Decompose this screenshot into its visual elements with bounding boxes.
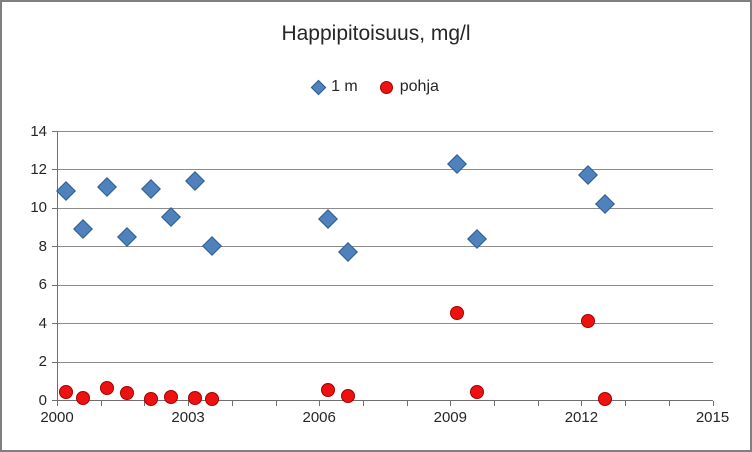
legend-item-1-m: 1 m (310, 78, 358, 96)
y-axis-tick-label: 4 (38, 314, 47, 332)
x-axis-tick (450, 401, 452, 406)
x-axis-tick-label: 2015 (695, 409, 730, 426)
data-point-pohja (449, 305, 464, 320)
legend-item-pohja: pohja (379, 78, 439, 96)
data-point-1-m (55, 180, 76, 201)
x-axis-tick (581, 401, 583, 406)
data-point-1-m (446, 153, 467, 174)
x-axis-tick (406, 401, 408, 406)
y-axis-tick-label: 8 (38, 237, 47, 255)
x-axis-tick-label: 2000 (40, 409, 74, 426)
y-gridline (57, 169, 713, 171)
y-axis-tick (52, 323, 57, 325)
data-point-pohja (119, 386, 134, 401)
y-axis-tick-label: 14 (30, 122, 47, 140)
data-point-1-m (184, 171, 205, 191)
x-axis-tick (188, 401, 190, 406)
x-axis-tick (57, 401, 58, 406)
data-point-pohja (100, 381, 115, 396)
data-point-1-m (141, 178, 161, 199)
data-point-1-m (202, 236, 223, 257)
x-axis-tick-label: 2009 (433, 409, 467, 426)
data-point-pohja (469, 385, 484, 400)
data-point-pohja (163, 390, 178, 405)
x-axis-tick (362, 401, 364, 406)
legend-label: pohja (399, 78, 439, 95)
y-axis (57, 131, 58, 400)
x-axis-tick (494, 401, 495, 406)
data-point-pohja (580, 314, 595, 329)
data-point-1-m (160, 207, 181, 228)
legend-circle-icon (379, 80, 393, 94)
y-axis-tick (52, 131, 57, 132)
data-point-pohja (205, 392, 220, 407)
data-point-pohja (598, 392, 613, 407)
y-gridline (57, 207, 713, 209)
x-axis-tick (537, 401, 539, 406)
y-axis-tick-label: 12 (30, 160, 47, 178)
y-axis-tick-label: 6 (38, 276, 47, 294)
y-axis-tick (52, 284, 57, 286)
data-point-1-m (117, 226, 137, 247)
data-point-1-m (337, 242, 358, 262)
data-point-pohja (320, 383, 335, 398)
x-axis-tick-label: 2012 (564, 409, 599, 426)
chart-legend: 1 m pohja (2, 78, 750, 96)
y-gridline (57, 246, 713, 248)
y-axis-tick (52, 400, 57, 401)
x-axis-tick (668, 401, 670, 406)
data-point-pohja (58, 385, 73, 400)
x-axis-tick (319, 401, 321, 406)
y-gridline (57, 323, 713, 325)
x-axis-tick-label: 2003 (171, 409, 205, 426)
y-axis-tick-label: 0 (38, 391, 47, 409)
data-point-1-m (73, 219, 94, 239)
y-axis-tick (52, 169, 57, 171)
x-axis-tick (100, 401, 102, 406)
x-axis-tick-label: 2006 (302, 409, 336, 426)
y-gridline (57, 361, 713, 363)
x-axis-tick (275, 401, 277, 406)
data-point-1-m (318, 209, 338, 230)
y-axis-tick-label: 2 (38, 353, 47, 371)
x-axis-tick (231, 401, 233, 406)
x-axis (57, 400, 713, 401)
data-point-pohja (340, 389, 355, 404)
y-axis-tick (52, 246, 57, 248)
data-point-pohja (143, 392, 158, 407)
y-gridline (57, 131, 713, 132)
data-point-pohja (187, 391, 202, 406)
y-axis-tick (52, 361, 57, 363)
data-point-1-m (97, 176, 118, 197)
data-point-1-m (595, 194, 616, 214)
y-axis-tick (52, 207, 57, 209)
data-point-pohja (76, 391, 91, 406)
y-axis-tick-label: 10 (30, 199, 47, 217)
data-point-1-m (578, 165, 598, 186)
x-axis-tick (625, 401, 627, 406)
chart-title: Happipitoisuus, mg/l (281, 22, 471, 45)
x-axis-tick (712, 401, 714, 406)
legend-label: 1 m (331, 78, 358, 95)
y-gridline (57, 284, 713, 286)
